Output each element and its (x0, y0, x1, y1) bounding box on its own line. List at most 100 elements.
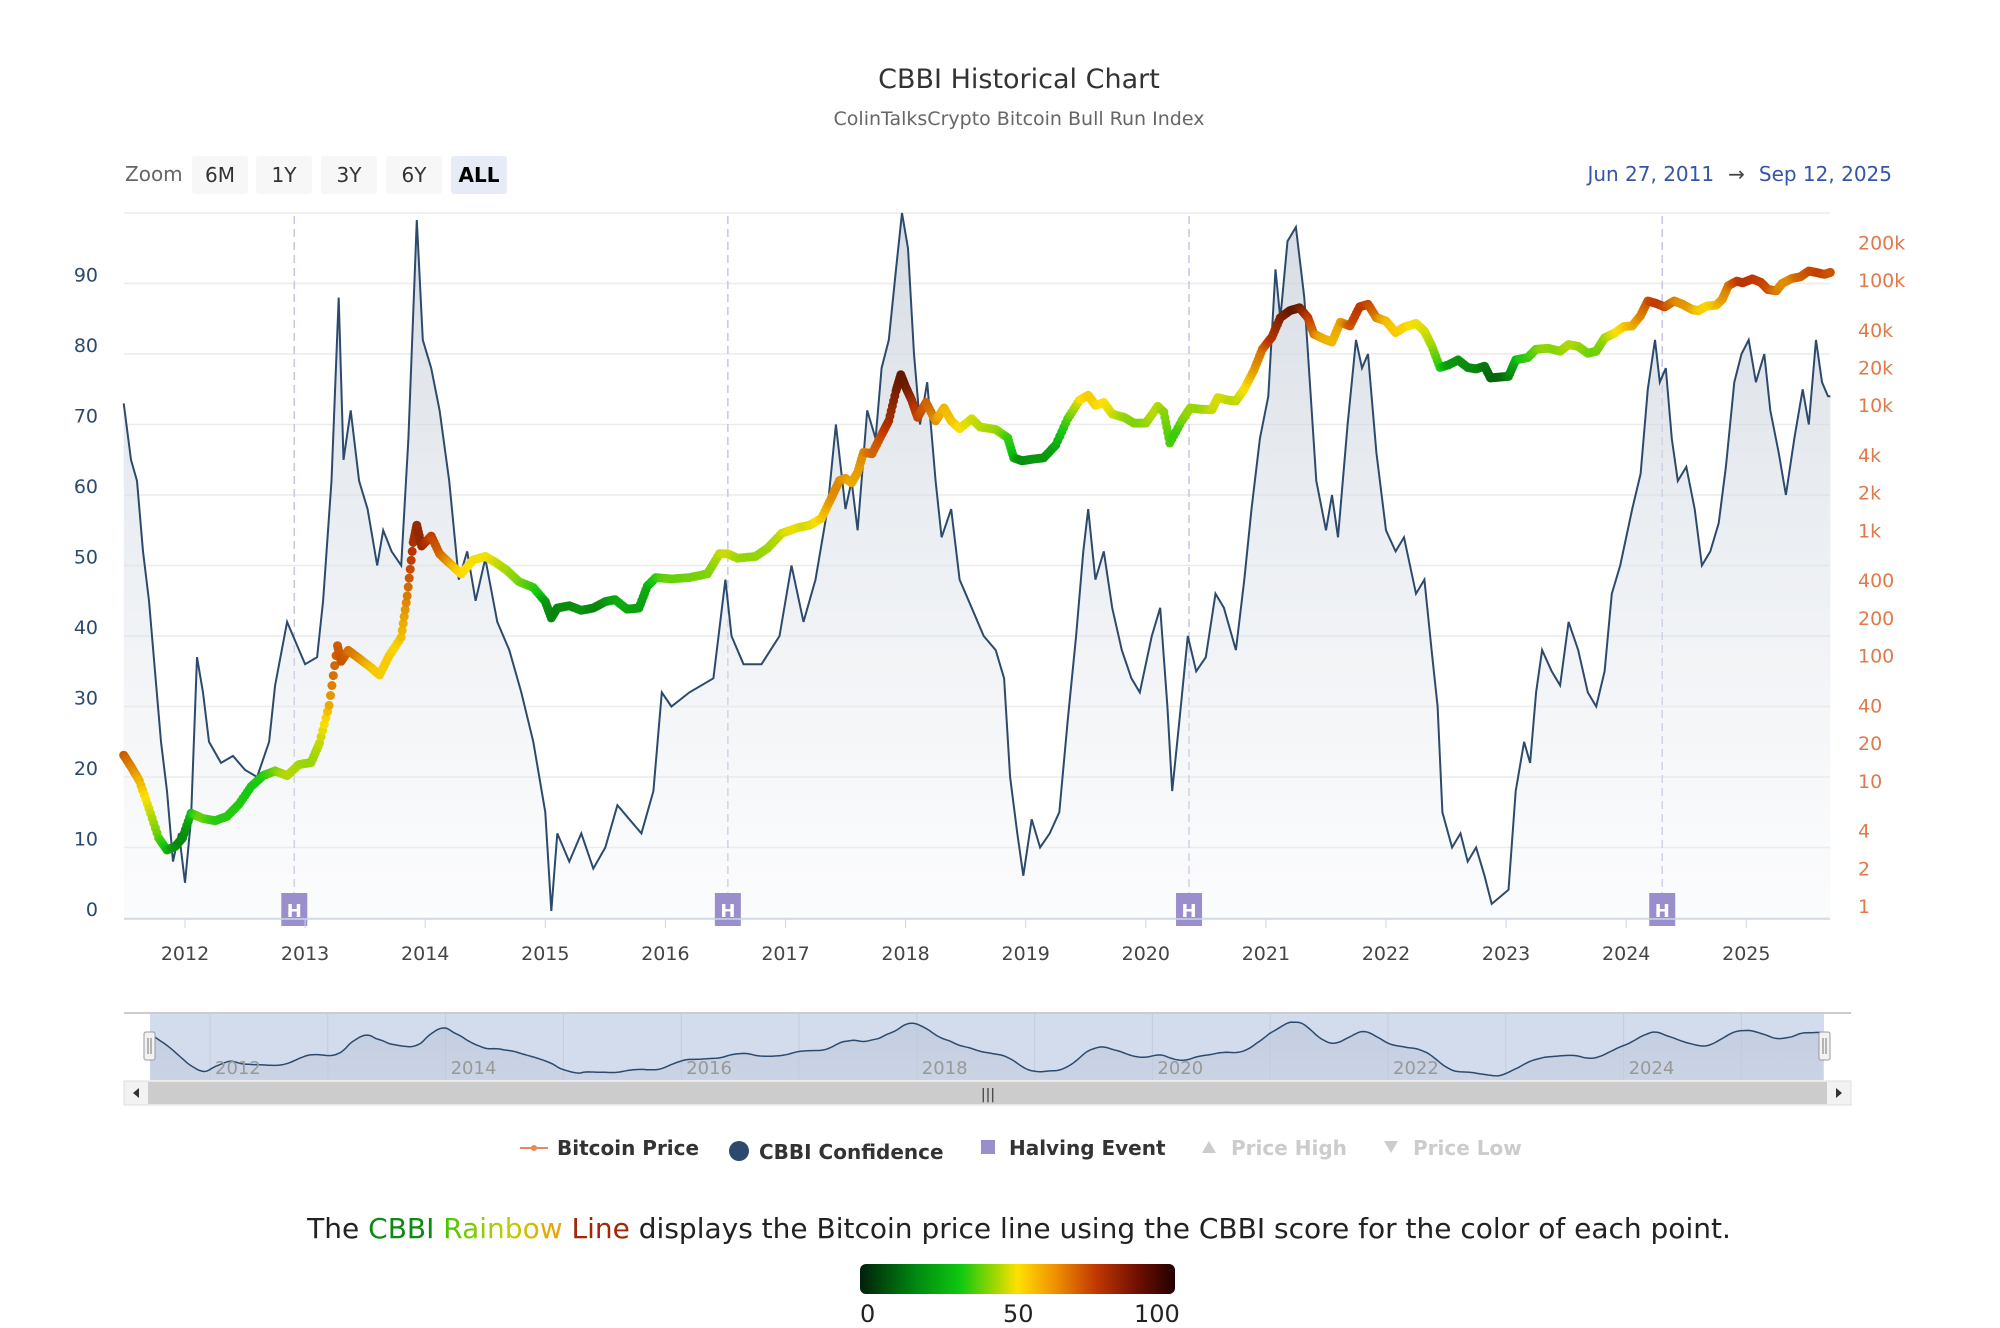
x-tick-label: 2015 (521, 943, 569, 965)
x-tick-label: 2024 (1602, 943, 1650, 965)
y-tick-label: 30 (74, 688, 98, 710)
price-point (404, 573, 414, 583)
zoom-3y-button[interactable]: 3Y (321, 156, 377, 194)
scroll-left-button[interactable] (125, 1082, 147, 1104)
halving-marker[interactable] (1649, 893, 1676, 926)
x-tick-label: 2020 (1122, 943, 1170, 965)
price-tick-label: 40k (1858, 320, 1893, 342)
date-range: Jun 27, 2011 → Sep 12, 2025 (1587, 162, 1892, 186)
y-axis-left-labels: 0 10 20 30 40 50 60 70 80 90 (74, 265, 98, 922)
price-tick-label: 1k (1858, 520, 1881, 542)
legend-label: CBBI Confidence (758, 1140, 944, 1164)
navigator[interactable]: 2012 2014 2016 2018 2020 2022 2024 ||| (123, 1012, 1852, 1106)
navigator-label: 2012 (215, 1058, 261, 1079)
y-tick-label: 10 (74, 829, 98, 851)
y-tick-label: 80 (74, 335, 98, 357)
zoom-6y-button[interactable]: 6Y (386, 156, 442, 194)
price-point (397, 625, 407, 635)
price-tick-label: 2k (1858, 483, 1881, 505)
navigator-label: 2024 (1629, 1058, 1675, 1079)
color-scale-label-100: 100 (1134, 1300, 1180, 1328)
price-point (324, 700, 334, 710)
navigator-label: 2016 (686, 1058, 732, 1079)
legend-item-halving-event[interactable]: Halving Event (980, 1135, 1166, 1160)
price-tick-label: 20 (1858, 733, 1882, 755)
caption-text: displays the Bitcoin price line using th… (629, 1212, 1731, 1245)
zoom-1y-button[interactable]: 1Y (256, 156, 312, 194)
x-tick-label: 2021 (1242, 943, 1290, 965)
y-tick-label: 40 (74, 617, 98, 639)
caption-text: The (307, 1212, 369, 1245)
y-tick-label: 60 (74, 476, 98, 498)
navigator-area (149, 1022, 1823, 1080)
price-tick-label: 1 (1858, 896, 1870, 918)
range-arrow: → (1728, 162, 1745, 186)
range-from-input[interactable]: Jun 27, 2011 (1587, 162, 1715, 186)
color-scale-label-50: 50 (1003, 1300, 1034, 1328)
price-tick-label: 400 (1858, 570, 1894, 592)
zoom-6m-button[interactable]: 6M (192, 156, 248, 194)
price-point (330, 661, 340, 671)
x-tick-label: 2013 (281, 943, 329, 965)
y-axis-right-labels: 1 2 4 10 20 40 100 200 400 1k 2k 4k 10k 20k 40k 100k 200… (1858, 232, 1905, 918)
price-point (327, 681, 337, 690)
halving-marker-label: H (720, 901, 735, 922)
y-tick-label: 20 (74, 758, 98, 780)
price-point (406, 555, 416, 565)
caption-rainbow: Rainbow (443, 1212, 563, 1245)
legend-item-price-high[interactable]: Price High (1200, 1135, 1347, 1160)
line-dot-icon (520, 1145, 548, 1151)
legend-label: Halving Event (1008, 1136, 1166, 1160)
scroll-right-button[interactable] (1828, 1082, 1850, 1104)
navigator-label: 2020 (1157, 1058, 1203, 1079)
x-axis-labels: 2012 2013 2014 2015 2016 2017 2018 2019 2020 2021… (161, 919, 1770, 965)
price-point (1825, 267, 1835, 277)
y-tick-label: 70 (74, 406, 98, 428)
price-tick-label: 40 (1858, 695, 1882, 717)
chevron-right-icon (1836, 1088, 1842, 1098)
price-point (403, 582, 413, 592)
price-point (399, 612, 409, 622)
halving-marker[interactable] (714, 893, 741, 926)
price-tick-label: 100k (1858, 270, 1905, 292)
range-to-input[interactable]: Sep 12, 2025 (1758, 162, 1892, 186)
price-point (401, 598, 411, 608)
bitcoin-price-rainbow-line[interactable] (119, 266, 1835, 855)
x-tick-label: 2014 (401, 943, 449, 965)
zoom-label: Zoom (125, 162, 183, 186)
price-tick-label: 10 (1858, 771, 1882, 793)
price-tick-label: 2 (1858, 858, 1870, 880)
x-tick-label: 2025 (1722, 943, 1770, 965)
legend-item-price-low[interactable]: Price Low (1382, 1135, 1522, 1160)
price-point (405, 564, 415, 574)
triangle-down-icon (1384, 1141, 1398, 1153)
legend-item-cbbi-confidence[interactable]: CBBI Confidence (728, 1135, 944, 1164)
halving-marker-label: H (287, 901, 302, 922)
scrollbar-grip-icon[interactable]: ||| (981, 1087, 995, 1103)
price-tick-label: 100 (1858, 646, 1894, 668)
chart-subtitle: ColinTalksCrypto Bitcoin Bull Run Index (833, 108, 1205, 130)
scrollbar-thumb[interactable] (148, 1082, 1827, 1104)
x-tick-label: 2022 (1362, 943, 1410, 965)
legend-item-bitcoin-price[interactable]: Bitcoin Price (520, 1135, 699, 1160)
navigator-label: 2014 (451, 1058, 497, 1079)
zoom-all-button[interactable]: ALL (451, 156, 507, 194)
x-tick-label: 2012 (161, 943, 209, 965)
price-tick-label: 4k (1858, 445, 1881, 467)
price-tick-label: 10k (1858, 395, 1893, 417)
y-tick-label: 0 (86, 899, 98, 921)
navigator-line (149, 1021, 1823, 1077)
rainbow-caption: The CBBI Rainbow Line displays the Bitco… (0, 1212, 2000, 1245)
price-point (400, 605, 410, 615)
halving-marker-label: H (1655, 901, 1670, 922)
halving-marker[interactable] (281, 893, 308, 926)
navigator-left-handle[interactable] (143, 1031, 156, 1061)
navigator-right-handle[interactable] (1818, 1031, 1831, 1061)
cbbi-confidence-line[interactable] (122, 212, 1831, 912)
legend-label: Price High (1230, 1136, 1347, 1160)
halving-marker[interactable] (1176, 893, 1203, 926)
price-point (398, 619, 408, 628)
x-tick-label: 2017 (761, 943, 809, 965)
